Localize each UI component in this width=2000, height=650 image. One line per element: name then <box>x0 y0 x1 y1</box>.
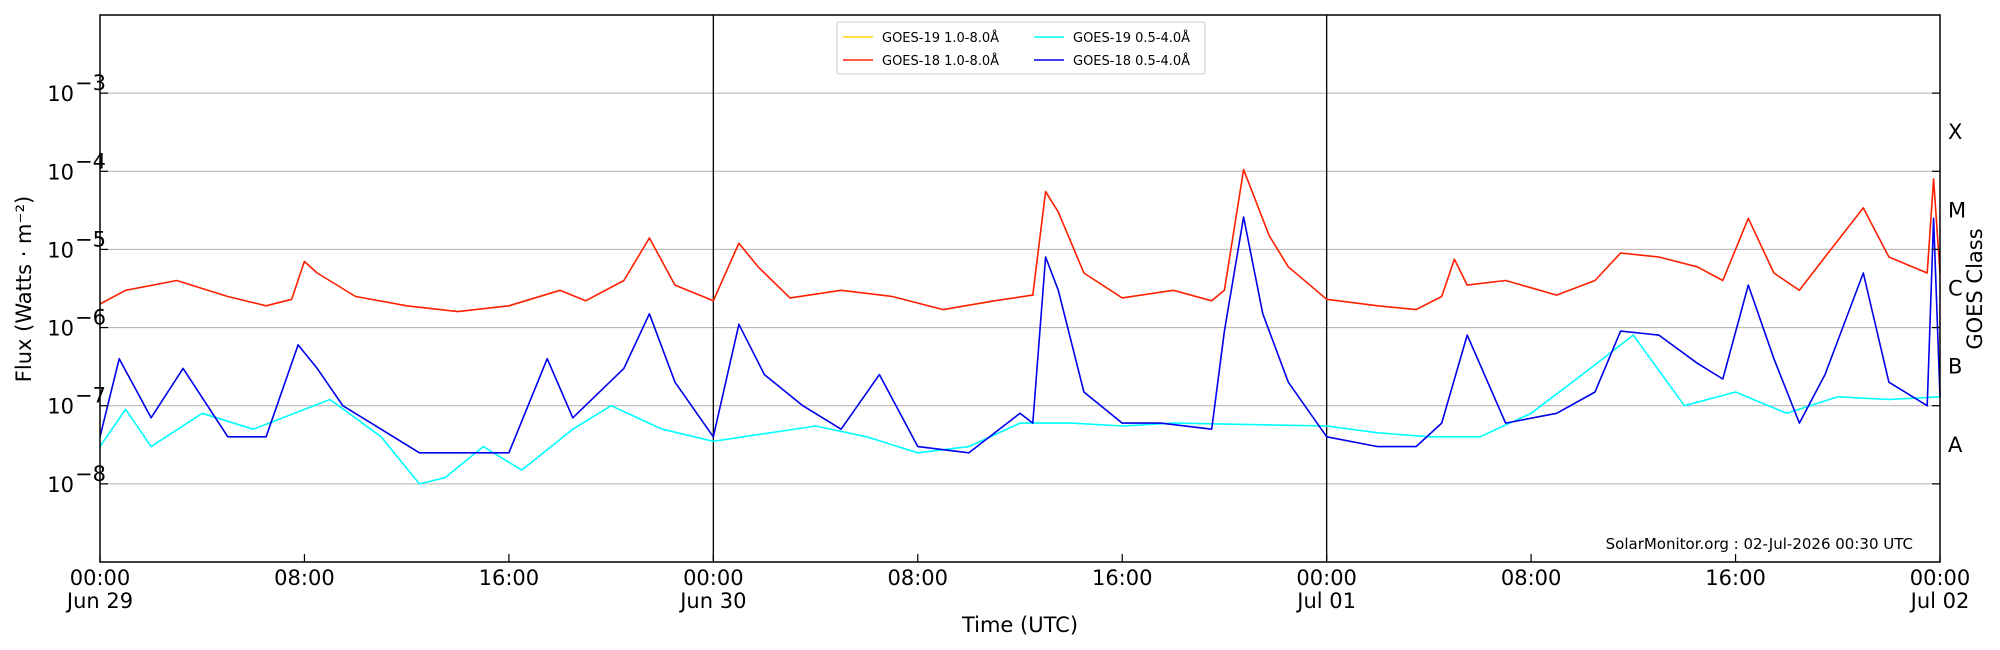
goes-class-axis: A B C M X <box>1948 120 1966 457</box>
x-tick-label-time-8: 16:00 <box>1705 566 1766 590</box>
goes-class-label-b: B <box>1948 355 1962 379</box>
x-tick-label-time-1: 08:00 <box>274 566 335 590</box>
plot-series <box>99 168 1941 485</box>
goes-class-label-a: A <box>1948 433 1963 457</box>
goes-class-label-x: X <box>1948 120 1962 144</box>
x-tick-label-date-9: Jul 02 <box>1909 589 1970 613</box>
y-axis-title: Flux (Watts · m⁻²) <box>12 196 36 382</box>
gridlines <box>100 92 1940 485</box>
y-tick-label-exponent-2: −6 <box>75 306 106 330</box>
y-tick-label-1: 10 <box>47 395 74 419</box>
y-tick-label-exponent-3: −5 <box>75 227 106 251</box>
y-tick-label-exponent-4: −4 <box>75 149 106 173</box>
y-tick-label-exponent-1: −7 <box>75 384 106 408</box>
x-tick-label-time-6: 00:00 <box>1296 566 1357 590</box>
x-tick-label-time-5: 16:00 <box>1092 566 1153 590</box>
goes-class-axis-title: GOES Class <box>1963 228 1987 349</box>
x-tick-label-date-6: Jul 01 <box>1295 589 1356 613</box>
legend-label-goes18-short: GOES-18 0.5-4.0Å <box>1073 53 1190 69</box>
legend-box <box>836 21 1206 75</box>
goes-class-label-m: M <box>1948 198 1966 222</box>
x-tick-label-time-0: 00:00 <box>70 566 131 590</box>
x-tick-label-date-3: Jun 30 <box>678 589 746 613</box>
goes-class-label-c: C <box>1948 277 1963 301</box>
legend-label-goes18-long: GOES-18 1.0-8.0Å <box>882 53 999 69</box>
y-tick-label-0: 10 <box>47 473 74 497</box>
x-tick-label-time-2: 16:00 <box>479 566 540 590</box>
legend-label-goes19-long: GOES-19 1.0-8.0Å <box>882 30 999 46</box>
y-tick-label-2: 10 <box>47 317 74 341</box>
x-tick-label-time-4: 08:00 <box>888 566 949 590</box>
y-tick-label-4: 10 <box>47 160 74 184</box>
series-line-1 <box>99 168 1941 313</box>
x-tick-label-time-9: 00:00 <box>1910 566 1971 590</box>
day-separators <box>712 15 1328 562</box>
y-tick-label-3: 10 <box>47 238 74 262</box>
watermark: SolarMonitor.org : 02-Jul-2026 00:30 UTC <box>1606 535 1913 553</box>
x-tick-label-time-7: 08:00 <box>1501 566 1562 590</box>
y-tick-label-exponent-0: −8 <box>75 462 106 486</box>
x-tick-label-date-0: Jun 29 <box>65 589 133 613</box>
series-line-2 <box>99 334 1941 485</box>
y-axis: 10−810−710−610−510−410−3 <box>47 71 1940 497</box>
series-line-3 <box>99 216 1941 454</box>
legend-label-goes19-short: GOES-19 0.5-4.0Å <box>1073 30 1190 46</box>
legend: GOES-19 1.0-8.0Å GOES-18 1.0-8.0Å GOES-1… <box>836 21 1206 75</box>
plot-frame <box>99 14 1941 563</box>
y-tick-label-exponent-5: −3 <box>75 71 106 95</box>
y-tick-label-5: 10 <box>47 82 74 106</box>
x-axis-title: Time (UTC) <box>961 613 1078 637</box>
x-tick-label-time-3: 00:00 <box>683 566 744 590</box>
